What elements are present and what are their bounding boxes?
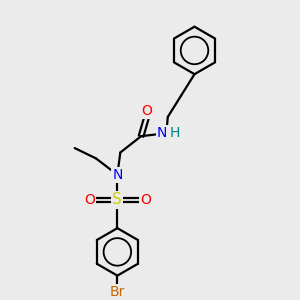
Text: Br: Br — [110, 285, 125, 299]
Text: H: H — [169, 126, 180, 140]
Text: N: N — [157, 126, 167, 140]
Text: O: O — [84, 193, 95, 207]
Text: S: S — [112, 193, 122, 208]
Text: O: O — [141, 104, 152, 118]
Text: N: N — [112, 168, 123, 182]
Text: O: O — [140, 193, 151, 207]
